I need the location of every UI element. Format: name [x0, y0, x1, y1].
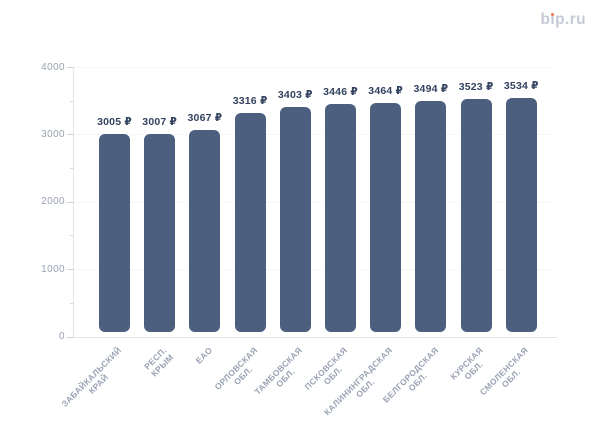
y-axis-minor-tick [70, 168, 73, 170]
bar-value-label: 3464 ₽ [368, 85, 404, 98]
bar-7[interactable] [370, 103, 402, 332]
bar-value-label: 3523 ₽ [458, 81, 494, 94]
y-axis-tick-label: 2000 [41, 196, 65, 208]
y-axis-tick [67, 134, 73, 136]
y-axis-tick [67, 201, 73, 203]
bar-value-label: 3494 ₽ [413, 83, 449, 96]
x-axis-category-label: ЗАБАЙКАЛЬСКИЙ КРАЙ [59, 345, 124, 409]
bar-value-label: 3005 ₽ [97, 116, 132, 129]
bar-value-label: 3007 ₽ [142, 115, 178, 128]
gridline [74, 134, 557, 136]
x-axis-category-label: РЕСП. КРЫМ [142, 345, 176, 379]
gridline [74, 67, 557, 68]
y-axis-tick [67, 336, 73, 338]
gridline [74, 269, 557, 271]
bar-value-label: 3403 ₽ [277, 89, 313, 102]
bar-value-label: 3316 ₽ [232, 95, 268, 108]
bar-8[interactable] [415, 101, 447, 332]
y-axis-tick [67, 67, 73, 68]
logo-dot-icon [550, 13, 554, 17]
bar-value-label: 3446 ₽ [323, 86, 358, 99]
y-axis-minor-tick [70, 100, 73, 102]
y-axis-minor-tick [70, 235, 73, 237]
bar-3[interactable] [189, 129, 221, 332]
bar-value-label: 3067 ₽ [187, 111, 223, 124]
bar-6[interactable] [325, 104, 356, 332]
y-axis-tick-label: 4000 [41, 61, 65, 73]
y-axis-tick-label: 3000 [41, 128, 65, 140]
y-axis-tick-label: 1000 [41, 263, 65, 275]
y-axis-tick-label: 0 [59, 331, 65, 342]
y-axis-line [73, 67, 74, 337]
y-axis-minor-tick [70, 302, 73, 304]
bar-10[interactable] [505, 98, 537, 332]
bar-2[interactable] [144, 133, 176, 332]
bar-value-label: 3534 ₽ [503, 80, 539, 93]
bar-5[interactable] [279, 107, 311, 332]
y-axis-tick [67, 269, 73, 271]
bar-4[interactable] [234, 113, 266, 332]
bar-1[interactable] [99, 134, 130, 332]
gridline [74, 201, 557, 203]
bar-9[interactable] [460, 99, 492, 332]
bip-ru-logo[interactable]: bıp.ru [541, 10, 586, 30]
x-axis-category-label: ЕАО [193, 345, 214, 366]
x-axis-line [73, 336, 557, 338]
